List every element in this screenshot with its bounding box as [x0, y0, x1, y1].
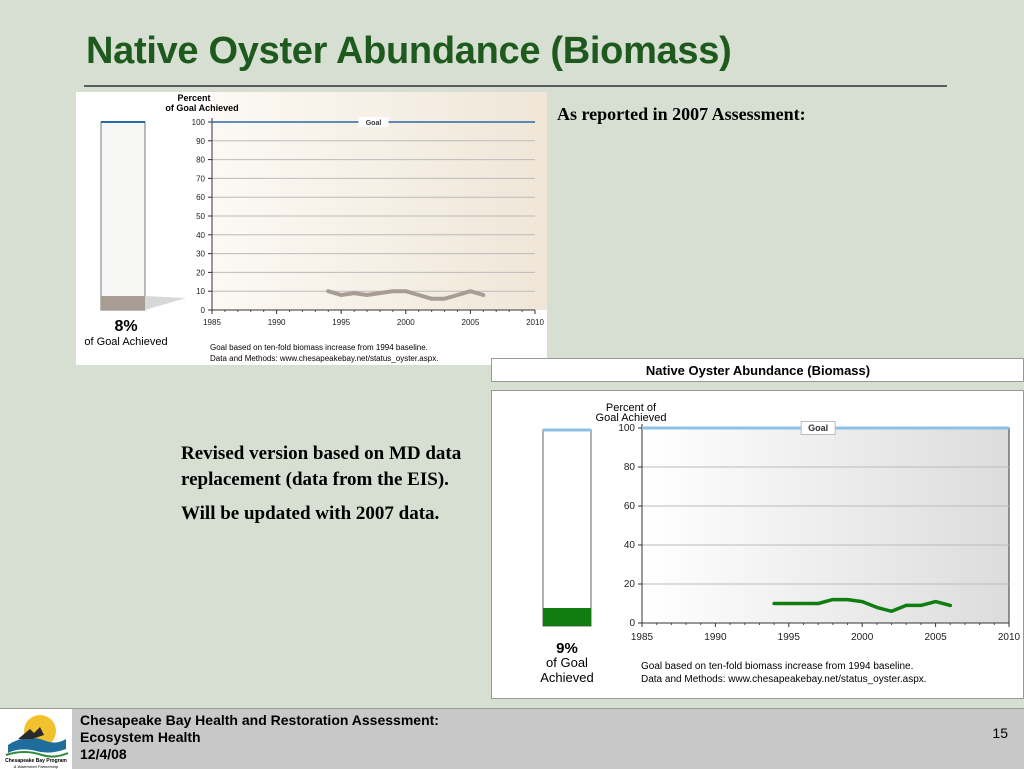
- logo-text: Chesapeake Bay Program: [5, 758, 67, 764]
- y-tick-label: 80: [624, 462, 636, 473]
- y-tick-label: 60: [196, 193, 205, 202]
- x-tick-label: 2010: [526, 318, 544, 327]
- x-tick-label: 2000: [397, 318, 415, 327]
- y-tick-label: 20: [624, 579, 636, 590]
- y-axis-label-line2: Goal Achieved: [596, 412, 667, 424]
- plot-background: [641, 427, 1010, 624]
- y-tick-label: 0: [201, 306, 206, 315]
- chart-axes: 0 10 20 30 40 50 60 70 80 90 100 1985 1990 1995 2000 20…: [192, 117, 544, 327]
- goal-label-box: [800, 421, 836, 435]
- footer-line-2: Ecosystem Health: [80, 729, 201, 745]
- footer-date: 12/4/08: [80, 746, 127, 762]
- chart-axes: 0 20 40 60 80 100 1985 1990 1995 2000 2005 2010 Goal: [618, 421, 1021, 643]
- gauge-connector: [145, 296, 186, 310]
- y-tick-label: 40: [624, 540, 636, 551]
- y-axis-label-line1: Percent of: [606, 402, 657, 414]
- title-divider: [84, 85, 947, 87]
- water-wave-icon: [8, 737, 66, 753]
- logo-graphic: Chesapeake Bay Program A Watershed Partn…: [5, 715, 69, 769]
- y-tick-label: 40: [196, 231, 205, 240]
- chart-revised-title: Native Oyster Abundance (Biomass): [646, 363, 870, 378]
- heron-icon: [18, 727, 44, 739]
- chart-2007-svg: Percent of Goal Achieved 8% of Goal Achi…: [84, 92, 547, 363]
- logo-tagline: A Watershed Partnership: [13, 764, 59, 769]
- revision-notes: Revised version based on MD data replace…: [181, 441, 481, 535]
- goal-label: Goal: [808, 423, 828, 433]
- chart-revised: Percent of Goal Achieved 9% of Goal Achi…: [491, 390, 1024, 699]
- chart-footnote-line2: Data and Methods: www.chesapeakebay.net/…: [210, 354, 438, 363]
- gauge-fill: [101, 296, 145, 310]
- x-tick-label: 2010: [998, 632, 1021, 643]
- footer-text: Chesapeake Bay Health and Restoration As…: [80, 712, 439, 763]
- chesapeake-bay-program-logo: Chesapeake Bay Program A Watershed Partn…: [0, 709, 72, 769]
- y-tick-label: 80: [196, 156, 205, 165]
- chart-footnote-line2: Data and Methods: www.chesapeakebay.net/…: [641, 674, 927, 685]
- gauge-caption-line2: Achieved: [540, 670, 593, 685]
- biomass-series-line: [772, 597, 953, 614]
- x-tick-label: 1995: [332, 318, 350, 327]
- y-tick-label: 100: [192, 118, 206, 127]
- footer-line-1: Chesapeake Bay Health and Restoration As…: [80, 712, 439, 728]
- chart-footnote-line1: Goal based on ten-fold biomass increase …: [210, 343, 428, 352]
- gauge-caption-line1: of Goal: [546, 655, 588, 670]
- gauge-percent-label: 9%: [556, 640, 578, 657]
- note-update: Will be updated with 2007 data.: [181, 503, 440, 524]
- y-tick-label: 20: [196, 268, 205, 277]
- chart-2007-assessment: Percent of Goal Achieved 8% of Goal Achi…: [76, 92, 547, 365]
- y-tick-label: 60: [624, 501, 636, 512]
- x-tick-label: 2000: [851, 632, 874, 643]
- biomass-series-line: [326, 289, 486, 301]
- gauge-frame: [542, 429, 592, 627]
- y-tick-label: 100: [618, 423, 635, 434]
- y-tick-label: 50: [196, 212, 205, 221]
- y-axis-label-line2: of Goal Achieved: [165, 103, 238, 113]
- chart-footnote-line1: Goal based on ten-fold biomass increase …: [641, 661, 913, 672]
- x-tick-label: 2005: [462, 318, 480, 327]
- x-tick-label: 1985: [631, 632, 654, 643]
- y-tick-label: 70: [196, 174, 205, 183]
- x-tick-label: 1985: [203, 318, 221, 327]
- y-tick-label: 30: [196, 250, 205, 259]
- y-axis-label-line1: Percent: [177, 93, 210, 103]
- x-tick-label: 1995: [778, 632, 801, 643]
- caption-2007-assessment: As reported in 2007 Assessment:: [557, 104, 806, 124]
- gauge-fill: [543, 608, 591, 626]
- x-tick-label: 1990: [268, 318, 286, 327]
- goal-label: Goal: [366, 120, 382, 127]
- goal-label-box: [358, 117, 389, 127]
- y-tick-label: 90: [196, 137, 205, 146]
- chart-revised-svg: Percent of Goal Achieved 9% of Goal Achi…: [540, 402, 1021, 685]
- page-number: 15: [992, 725, 1008, 741]
- x-tick-label: 1990: [704, 632, 727, 643]
- y-tick-label: 0: [629, 618, 635, 629]
- gauge-caption: of Goal Achieved: [84, 336, 167, 348]
- gauge-frame: [100, 121, 146, 311]
- y-tick-label: 10: [196, 287, 205, 296]
- grass-wave-icon: [5, 751, 69, 758]
- gauge-percent-label: 8%: [114, 318, 137, 335]
- slide-title: Native Oyster Abundance (Biomass): [86, 30, 732, 72]
- chart-revised-header: Native Oyster Abundance (Biomass): [491, 358, 1024, 382]
- x-tick-label: 2005: [924, 632, 947, 643]
- plot-background: [212, 92, 547, 310]
- note-revised: Revised version based on MD data replace…: [181, 443, 462, 490]
- slide-footer: Chesapeake Bay Program A Watershed Partn…: [0, 708, 1024, 769]
